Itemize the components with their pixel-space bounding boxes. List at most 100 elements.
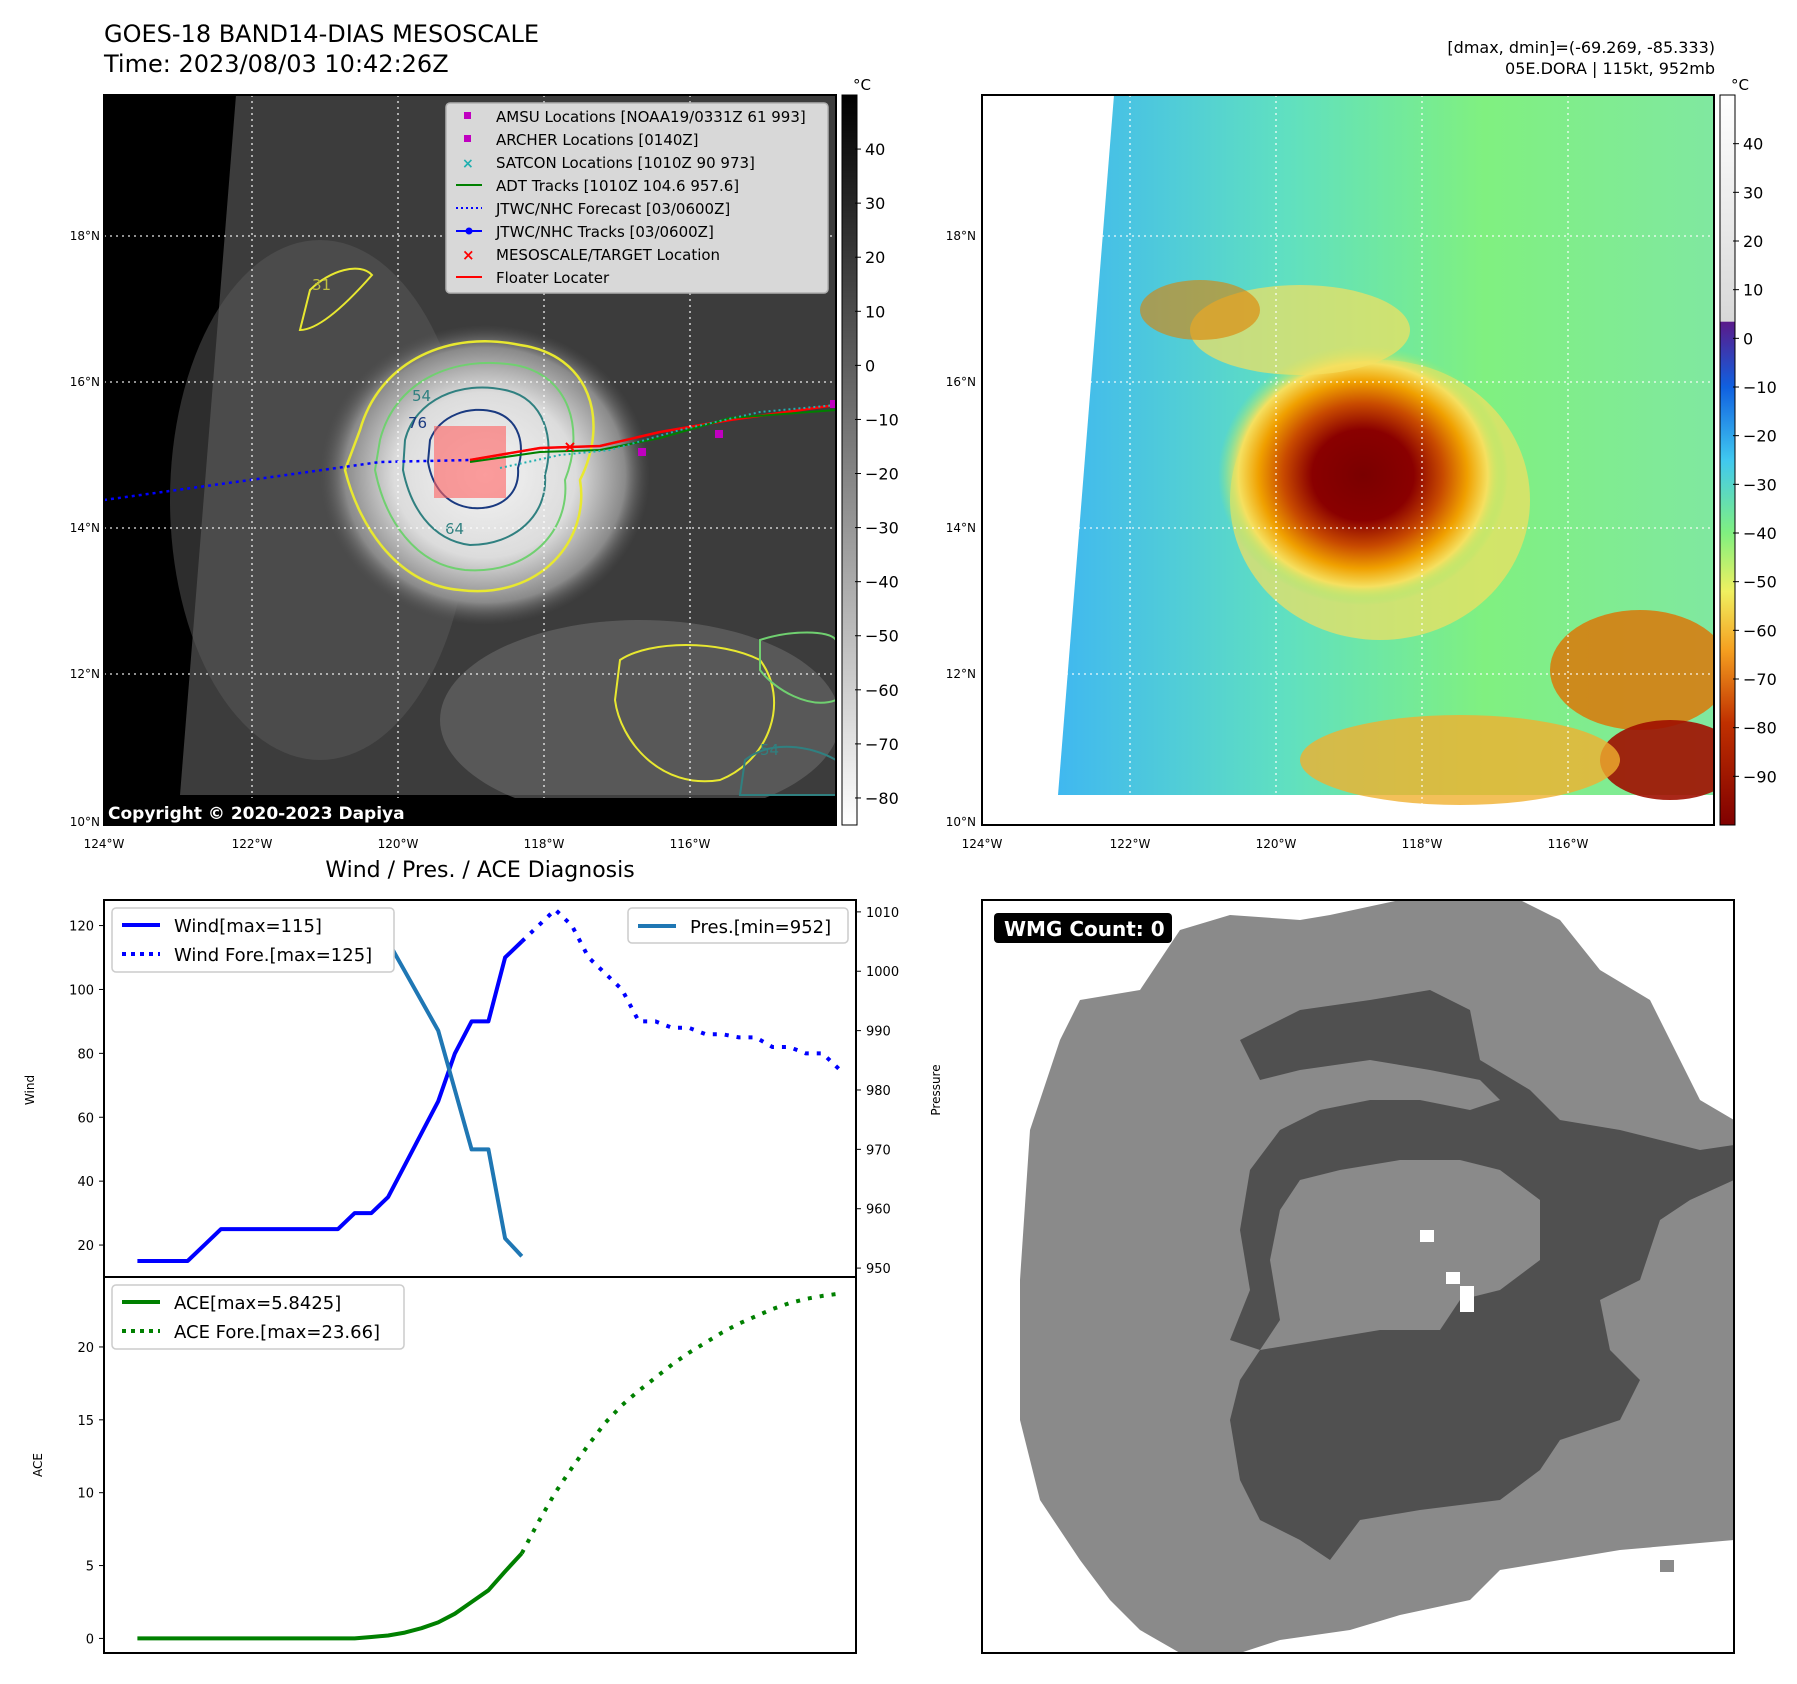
legend-wind-forecast: Wind Fore.[max=125] (174, 945, 372, 966)
chart-title: GOES-18 BAND14-DIAS MESOSCALE (104, 20, 540, 48)
legend-item-archer: ARCHER Locations [0140Z] (496, 131, 699, 149)
y-tick-label: 0 (86, 1632, 94, 1647)
legend-ace: ACE[max=5.8425] (174, 1293, 341, 1314)
colorbar-tick-label: 30 (865, 194, 885, 213)
wmg-count-label: WMG Count: 0 (1004, 917, 1165, 941)
svg-text:120°W: 120°W (378, 837, 419, 851)
svg-text:122°W: 122°W (232, 837, 273, 851)
contour-label: 54 (760, 741, 779, 759)
y-tick-label: 5 (86, 1560, 94, 1575)
colorbar-tick-label: 40 (1743, 135, 1763, 154)
contour-label: 54 (412, 387, 431, 405)
colorbar-tick-label: 20 (1743, 232, 1763, 251)
series-line-1 (520, 907, 841, 1071)
colorbar-tick-label: −80 (1743, 719, 1777, 738)
legend-item-adt: ADT Tracks [1010Z 104.6 957.6] (496, 177, 739, 195)
svg-text:16°N: 16°N (946, 375, 976, 389)
archer-marker (638, 448, 646, 456)
y2-tick-label: 1000 (866, 965, 899, 980)
series-line-0 (137, 1551, 524, 1641)
contour-label: 76 (408, 414, 427, 432)
diagnosis-title: Wind / Pres. / ACE Diagnosis (325, 858, 635, 883)
colorbar-tick-label: −60 (1743, 621, 1777, 640)
svg-text:18°N: 18°N (946, 229, 976, 243)
color-colorbar: °C 40 30 20 10 0 −10 −20 −30 −40 −50 −60 −70 −80 −90 (1719, 76, 1777, 826)
series-line-0 (137, 940, 524, 1263)
color-enhanced-map (982, 95, 1714, 825)
svg-text:°C: °C (1731, 76, 1749, 94)
legend-wind: Wind[max=115] (174, 916, 322, 937)
colorbar-tick-label: −20 (865, 465, 899, 484)
legend-item-forecast: JTWC/NHC Forecast [03/0600Z] (495, 200, 730, 218)
colorbar-tick-label: −40 (865, 573, 899, 592)
svg-text:12°N: 12°N (70, 667, 100, 681)
y-tick-label: 40 (77, 1175, 94, 1190)
svg-text:°C: °C (853, 76, 871, 94)
svg-text:16°N: 16°N (70, 375, 100, 389)
colorbar-tick-label: −40 (1743, 524, 1777, 543)
copyright-label: Copyright © 2020-2023 Dapiya (108, 804, 405, 824)
colorbar-tick-label: 0 (865, 356, 875, 375)
colorbar-tick-label: −70 (1743, 670, 1777, 689)
map-legend: AMSU Locations [NOAA19/0331Z 61 993] ARC… (445, 102, 829, 294)
svg-text:18°N: 18°N (70, 229, 100, 243)
legend-pressure: Pres.[min=952] (690, 917, 831, 938)
series-line-1 (520, 1291, 840, 1555)
colorbar-tick-label: −50 (1743, 573, 1777, 592)
colorbar-tick-label: −50 (865, 627, 899, 646)
svg-text:116°W: 116°W (1548, 837, 1589, 851)
svg-text:116°W: 116°W (670, 837, 711, 851)
y-tick-label: 10 (77, 1487, 94, 1502)
svg-text:118°W: 118°W (1402, 837, 1443, 851)
y2-tick-label: 980 (866, 1084, 891, 1099)
y-tick-label: 100 (69, 983, 94, 998)
storm-info: 05E.DORA | 115kt, 952mb (1505, 59, 1715, 78)
amsu-marker-2 (830, 400, 836, 408)
mesoscale-target-marker: × (563, 437, 576, 456)
y-tick-label: 60 (77, 1111, 94, 1126)
colorbar-tick-label: 0 (1743, 329, 1753, 348)
colorbar-tick-label: −10 (1743, 378, 1777, 397)
wind-axis-label: Wind (23, 1075, 37, 1105)
colorbar-tick-label: 30 (1743, 183, 1763, 202)
colorbar-tick-label: −30 (1743, 475, 1777, 494)
y2-tick-label: 960 (866, 1203, 891, 1218)
y2-tick-label: 990 (866, 1025, 891, 1040)
colorbar-tick-label: 20 (865, 248, 885, 267)
colorbar-tick-label: −30 (865, 519, 899, 538)
pressure-axis-label: Pressure (929, 1064, 943, 1115)
colorbar-tick-label: −70 (865, 735, 899, 754)
map-left-axis-labels: 18°N 16°N 14°N 12°N 10°N 124°W 122°W 120… (70, 229, 711, 851)
y-tick-label: 20 (77, 1239, 94, 1254)
colorbar-tick-label: −10 (865, 410, 899, 429)
chart-time: Time: 2023/08/03 10:42:26Z (104, 50, 449, 78)
colorbar-tick-label: −20 (1743, 427, 1777, 446)
contour-label: 64 (445, 520, 464, 538)
color-map-axis-labels: 18°N 16°N 14°N 12°N 10°N 124°W 122°W 120… (946, 229, 1589, 851)
svg-text:10°N: 10°N (946, 815, 976, 829)
colorbar-tick-label: 10 (865, 302, 885, 321)
colorbar-tick-label: −60 (865, 681, 899, 700)
svg-text:14°N: 14°N (70, 521, 100, 535)
gray-colorbar: °C 40 30 20 10 0 −10 −20 −30 −40 −50 −60 −70 −80 (841, 76, 899, 826)
wmg-panel: WMG Count: 0 (982, 900, 1734, 1653)
legend-item-floater: Floater Locater (496, 269, 610, 287)
svg-text:120°W: 120°W (1256, 837, 1297, 851)
y2-tick-label: 950 (866, 1262, 891, 1277)
ace-legend: ACE[max=5.8425] ACE Fore.[max=23.66] (111, 1284, 405, 1350)
adt-track (469, 409, 836, 463)
svg-text:124°W: 124°W (962, 837, 1003, 851)
svg-text:12°N: 12°N (946, 667, 976, 681)
pressure-legend: Pres.[min=952] (627, 907, 849, 944)
amsu-marker (715, 430, 723, 438)
colorbar-tick-label: −90 (1743, 767, 1777, 786)
wind-legend: Wind[max=115] Wind Fore.[max=125] (111, 907, 395, 973)
svg-text:124°W: 124°W (84, 837, 125, 851)
ace-chart: 0 5 10 15 20 (77, 1291, 840, 1647)
ace-axis-label: ACE (31, 1453, 45, 1477)
colorbar-tick-label: 10 (1743, 281, 1763, 300)
svg-text:122°W: 122°W (1110, 837, 1151, 851)
legend-ace-forecast: ACE Fore.[max=23.66] (174, 1322, 380, 1343)
y-tick-label: 80 (77, 1047, 94, 1062)
